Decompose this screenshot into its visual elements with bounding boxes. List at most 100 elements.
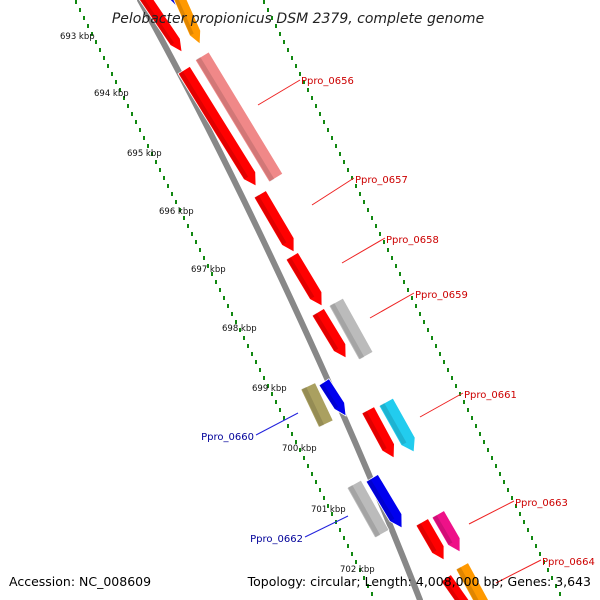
tick-dot (371, 592, 373, 596)
genome-summary-text: Topology: circular; Length: 4,008,000 bp… (247, 574, 591, 589)
red-feature-0659-shade (312, 312, 339, 351)
tick-dot (343, 160, 345, 164)
orange-feature-top[interactable] (171, 0, 202, 45)
gene-arrow-Ppro_0658[interactable] (285, 251, 323, 307)
tick-dot (279, 408, 281, 412)
tick-dot (511, 496, 513, 500)
tick-dot (303, 80, 305, 84)
red-feature-top-inner[interactable] (135, 0, 183, 53)
tick-dot (251, 352, 253, 356)
tick-dot (475, 424, 477, 428)
kbp-tick-label: 693 kbp (60, 32, 95, 42)
gene-arrow-Ppro_0656-shade (196, 57, 275, 182)
tick-dot (271, 392, 273, 396)
kbp-tick-label: 694 kbp (94, 89, 129, 99)
blue-feature-0662[interactable] (365, 473, 403, 529)
tick-dot (267, 384, 269, 388)
tick-dot (379, 232, 381, 236)
gene-arrow-Ppro_0656[interactable] (194, 51, 284, 183)
tick-dot (551, 576, 553, 580)
tick-dot (535, 544, 537, 548)
red-feature-0656[interactable] (177, 65, 257, 187)
gene-arrow-Ppro_0657[interactable] (253, 189, 295, 253)
gene-label-Ppro_0663[interactable]: Ppro_0663 (515, 498, 568, 509)
tick-dot (295, 440, 297, 444)
tick-dot (479, 432, 481, 436)
gene-label-Ppro_0664[interactable]: Ppro_0664 (542, 557, 595, 568)
tick-dot (147, 144, 149, 148)
gene-label-Ppro_0658[interactable]: Ppro_0658 (386, 235, 439, 246)
tick-dot (351, 176, 353, 180)
tick-dot (123, 96, 125, 100)
tick-dot (327, 504, 329, 508)
tick-dot (355, 184, 357, 188)
gene-arrow-Ppro_0660-shade (301, 386, 325, 427)
orange-feature-top-shade (174, 0, 194, 36)
tick-dot (363, 576, 365, 580)
tick-dot (143, 136, 145, 140)
tick-dot (387, 248, 389, 252)
tick-dot (303, 456, 305, 460)
tick-dot (415, 304, 417, 308)
gene-label-Ppro_0662[interactable]: Ppro_0662 (250, 534, 303, 545)
red-feature-0661[interactable] (361, 406, 395, 459)
kbp-tick-label: 696 kbp (159, 207, 194, 217)
tick-dot (419, 312, 421, 316)
tick-dot (203, 256, 205, 260)
tick-dot (331, 512, 333, 516)
gene-label-Ppro_0661[interactable]: Ppro_0661 (464, 390, 517, 401)
gene-arrow-Ppro_0661[interactable] (378, 397, 416, 453)
label-connector-Ppro_0657 (311, 177, 355, 206)
gene-arrow-Ppro_0662[interactable] (346, 479, 390, 539)
tick-dot (291, 432, 293, 436)
gene-arrow-Ppro_0663[interactable] (431, 509, 461, 553)
gene-arrow-Ppro_0664[interactable] (455, 562, 492, 600)
blue-feature-0660[interactable] (318, 378, 347, 417)
tick-dot (87, 24, 89, 28)
tick-dot (495, 464, 497, 468)
tick-dot (391, 256, 393, 260)
tick-dot (271, 16, 273, 20)
tick-dot (75, 0, 77, 4)
gene-label-Ppro_0657[interactable]: Ppro_0657 (355, 175, 408, 186)
label-layer: 693 kbp 694 kbp 695 kbp 696 kbp 697 kbp 698 k… (60, 32, 595, 575)
tick-dot (275, 400, 277, 404)
tick-dot (543, 560, 545, 564)
tick-dot (399, 272, 401, 276)
tick-dot (111, 72, 113, 76)
tick-dot (355, 560, 357, 564)
tick-dot (83, 16, 85, 20)
tick-dot (239, 328, 241, 332)
tick-dot (295, 64, 297, 68)
gene-label-Ppro_0659[interactable]: Ppro_0659 (415, 290, 468, 301)
tick-dot (223, 296, 225, 300)
tick-dot (311, 96, 313, 100)
gene-label-Ppro_0660[interactable]: Ppro_0660 (201, 432, 254, 443)
red-feature-0659[interactable] (311, 307, 347, 359)
gene-arrow-Ppro_0663-shade (432, 514, 453, 545)
label-connector-Ppro_0658 (341, 237, 386, 264)
tick-dot (327, 128, 329, 132)
gene-arrow-Ppro_0661-shade (380, 402, 407, 445)
tick-dot (531, 536, 533, 540)
tick-dot (347, 168, 349, 172)
gene-arrow-Ppro_0659[interactable] (328, 297, 374, 361)
tick-dot (307, 464, 309, 468)
tick-dot (131, 112, 133, 116)
tick-track (75, 0, 561, 596)
tick-dot (455, 384, 457, 388)
tick-dot (523, 520, 525, 524)
tick-dot (207, 264, 209, 268)
tick-dot (235, 320, 237, 324)
blue-feature-0660-shade (319, 382, 339, 409)
tick-dot (227, 304, 229, 308)
tick-dot (311, 472, 313, 476)
gene-arrow-Ppro_0660[interactable] (300, 382, 334, 428)
tick-dot (491, 456, 493, 460)
gene-label-Ppro_0656[interactable]: Ppro_0656 (301, 76, 354, 87)
red-feature-0663[interactable] (415, 517, 445, 561)
red-feature-bottom[interactable] (440, 573, 475, 600)
tick-dot (467, 408, 469, 412)
tick-dot (91, 32, 93, 36)
tick-dot (179, 208, 181, 212)
